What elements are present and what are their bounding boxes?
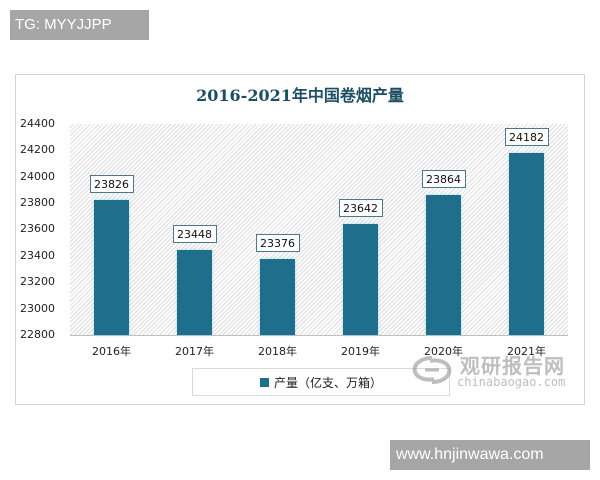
data-label: 23826 xyxy=(89,174,134,193)
bar xyxy=(343,223,378,335)
x-tick-label: 2021年 xyxy=(507,345,546,358)
y-tick-label: 23000 xyxy=(20,302,55,315)
y-tick-label: 23400 xyxy=(20,249,55,262)
x-axis-line xyxy=(70,335,568,336)
legend-swatch-icon xyxy=(259,377,269,387)
y-tick-label: 24200 xyxy=(20,143,55,156)
data-label: 24182 xyxy=(504,127,549,146)
x-tick-label: 2017年 xyxy=(175,345,214,358)
bar xyxy=(426,194,461,335)
top-watermark-tag: TG: MYYJJPP xyxy=(10,10,149,40)
data-label: 23376 xyxy=(255,234,300,253)
data-label: 23642 xyxy=(338,198,383,217)
bar xyxy=(177,249,212,335)
data-label: 23864 xyxy=(421,169,466,188)
data-label: 23448 xyxy=(172,224,217,243)
x-tick-label: 2018年 xyxy=(258,345,297,358)
y-tick-label: 24000 xyxy=(20,170,55,183)
x-tick-label: 2020年 xyxy=(424,345,463,358)
y-tick-label: 23800 xyxy=(20,196,55,209)
y-tick-label: 22800 xyxy=(20,328,55,341)
x-tick-label: 2016年 xyxy=(92,345,131,358)
legend-label: 产量（亿支、万箱） xyxy=(273,375,382,390)
y-tick-label: 23200 xyxy=(20,275,55,288)
plot-area xyxy=(70,124,568,335)
bar xyxy=(509,152,544,335)
bar xyxy=(94,199,129,335)
x-tick-label: 2019年 xyxy=(341,345,380,358)
y-tick-label: 23600 xyxy=(20,222,55,235)
bottom-watermark-tag: www.hnjinwawa.com xyxy=(390,440,590,470)
chart-title: 2016-2021年中国卷烟产量 xyxy=(196,86,404,105)
y-tick-label: 24400 xyxy=(20,117,55,130)
legend: 产量（亿支、万箱） xyxy=(192,368,450,396)
bar xyxy=(260,259,295,335)
